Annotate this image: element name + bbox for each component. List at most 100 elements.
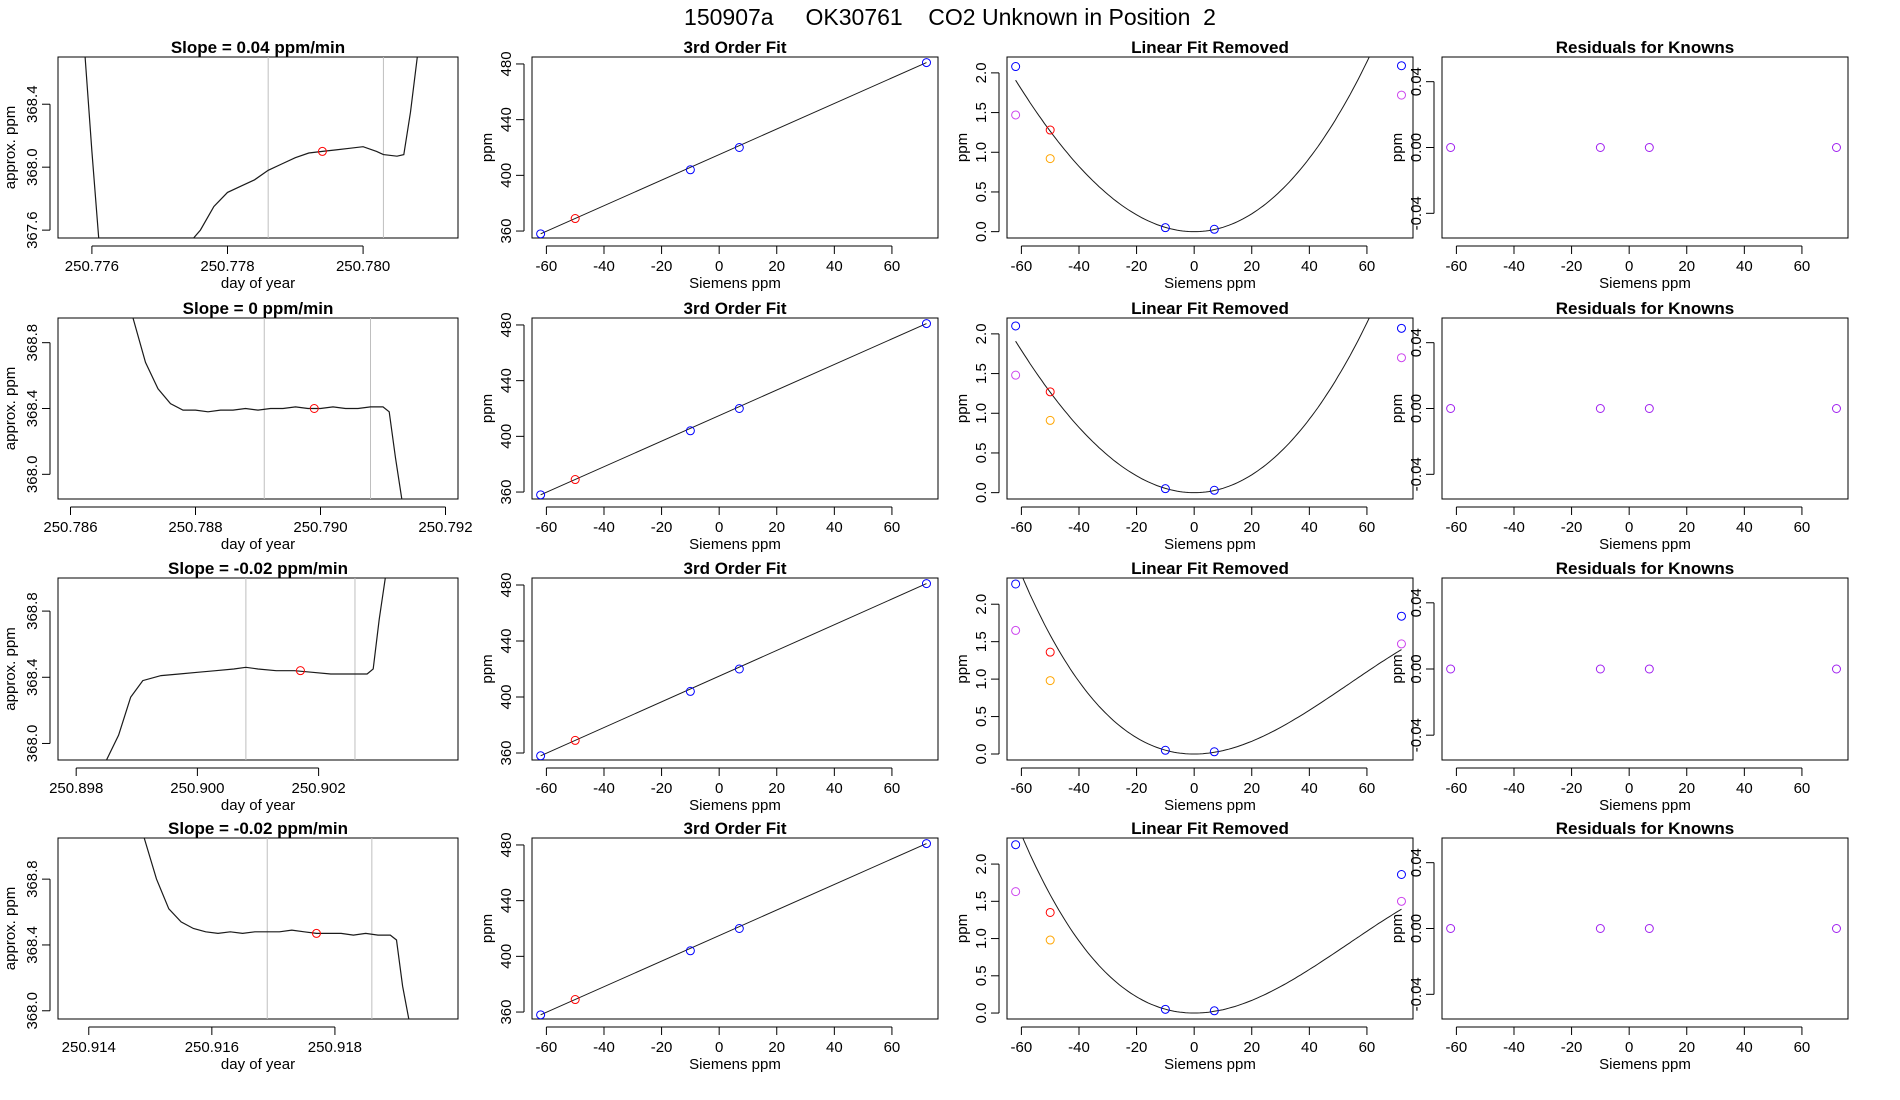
y-tick-label: 0.00 [1408, 133, 1425, 162]
y-axis-label: ppm [1389, 394, 1406, 423]
panel-3-2: 3rd Order Fit -60 -40 -20 0 20 40 60 Siemens ppm… [479, 559, 939, 814]
x-tick-label: 60 [1794, 780, 1811, 797]
y-tick-label: 367.6 [24, 211, 41, 249]
known-point [536, 229, 546, 238]
y-tick-label: 2.0 [973, 594, 990, 615]
panel-title: Slope = -0.02 ppm/min [168, 559, 348, 578]
y-tick-label: 0.00 [1408, 914, 1425, 943]
x-tick-label: -60 [1446, 519, 1468, 536]
magenta-point [1396, 896, 1406, 906]
x-tick-label: -40 [1068, 1039, 1090, 1056]
known-point [1396, 61, 1406, 71]
y-tick-label: 368.8 [24, 860, 41, 898]
x-tick-label: 40 [1301, 780, 1318, 797]
x-tick-label: 20 [1678, 258, 1695, 275]
fit-curve [1022, 838, 1402, 1014]
known-point [685, 946, 695, 956]
x-tick-label: 0 [715, 519, 723, 536]
x-tick-label: 60 [1359, 258, 1376, 275]
plot-frame [57, 577, 459, 761]
plot-frame [531, 56, 939, 239]
y-axis-label: ppm [1389, 654, 1406, 683]
y-tick-label: 368.8 [24, 592, 41, 630]
x-tick-label: -40 [593, 1039, 615, 1056]
plot-frame [1441, 317, 1849, 500]
panel-title: 3rd Order Fit [684, 559, 787, 578]
panel-4-2: 3rd Order Fit -60 -40 -20 0 20 40 60 Siemens ppm… [479, 819, 939, 1073]
x-tick-label: 20 [768, 1039, 785, 1056]
x-tick-label: -40 [1068, 258, 1090, 275]
plot-area [536, 579, 931, 760]
known-point [1209, 224, 1219, 234]
trace-line [143, 838, 410, 1019]
y-tick-label: 368.4 [24, 926, 41, 964]
magenta-point [1396, 639, 1406, 649]
y-tick-label: 400 [498, 944, 515, 969]
x-tick-label: -20 [1561, 1039, 1583, 1056]
unknown-point [570, 995, 580, 1005]
x-tick-label: 60 [884, 258, 901, 275]
x-tick-label: 40 [826, 1039, 843, 1056]
panel-title: 3rd Order Fit [684, 819, 787, 838]
magenta-point [1011, 887, 1021, 897]
x-tick-label: -20 [651, 519, 673, 536]
average-point [317, 146, 327, 156]
x-tick-label: 20 [1243, 780, 1260, 797]
x-tick-label: -60 [1446, 258, 1468, 275]
plot-area [1446, 664, 1841, 674]
plot-area [536, 319, 931, 499]
x-axis-label: Siemens ppm [1164, 275, 1256, 292]
purple-point [1831, 664, 1841, 674]
plot-frame [1006, 56, 1414, 239]
x-tick-label: 250.900 [170, 780, 224, 797]
known-point [1160, 745, 1170, 755]
y-tick-label: 0.0 [973, 744, 990, 765]
panel-1-3: Linear Fit Removed -60 -40 -20 0 20 40 60 Siemen… [954, 38, 1414, 292]
x-tick-label: -20 [1126, 1039, 1148, 1056]
panel-title: Slope = 0 ppm/min [183, 299, 334, 318]
y-axis-label: ppm [479, 654, 496, 683]
x-axis-label: day of year [221, 797, 295, 814]
known-point [734, 143, 744, 152]
y-tick-label: 368.8 [24, 324, 41, 362]
x-axis-label: Siemens ppm [689, 275, 781, 292]
known-point [1396, 611, 1406, 621]
panel-title: 3rd Order Fit [684, 38, 787, 57]
plot-area [1011, 57, 1406, 234]
y-axis-label: ppm [479, 394, 496, 423]
y-tick-label: 1.5 [973, 891, 990, 912]
y-tick-label: 0.5 [973, 443, 990, 464]
purple-point [1446, 404, 1456, 413]
x-tick-label: -60 [1446, 1039, 1468, 1056]
y-tick-label: 480 [498, 832, 515, 857]
y-axis-label: approx. ppm [2, 367, 19, 450]
known-point [1160, 223, 1170, 233]
plot-frame [531, 837, 939, 1020]
x-tick-label: 40 [1301, 1039, 1318, 1056]
known-point [1160, 1004, 1170, 1014]
known-point [536, 751, 546, 760]
known-point [1011, 321, 1021, 331]
purple-point [1644, 924, 1654, 933]
y-tick-label: 360 [498, 480, 515, 505]
x-axis-label: day of year [221, 275, 295, 292]
orange-point [1045, 415, 1055, 425]
plot-frame [531, 577, 939, 761]
page-title: 150907a OK30761 CO2 Unknown in Position … [684, 4, 1216, 30]
x-tick-label: 60 [1359, 780, 1376, 797]
plot-frame [1006, 317, 1414, 500]
plot-frame [1441, 577, 1849, 761]
x-tick-label: 40 [1736, 780, 1753, 797]
x-tick-label: 20 [1243, 258, 1260, 275]
y-tick-label: 0.0 [973, 1003, 990, 1024]
known-point [1011, 62, 1021, 72]
fit-line [540, 583, 927, 757]
y-tick-label: 400 [498, 163, 515, 188]
plot-area [84, 57, 418, 238]
y-tick-label: 0.00 [1408, 654, 1425, 683]
x-tick-label: -40 [1503, 1039, 1525, 1056]
x-tick-label: -40 [1503, 780, 1525, 797]
y-tick-label: 368.0 [24, 992, 41, 1030]
